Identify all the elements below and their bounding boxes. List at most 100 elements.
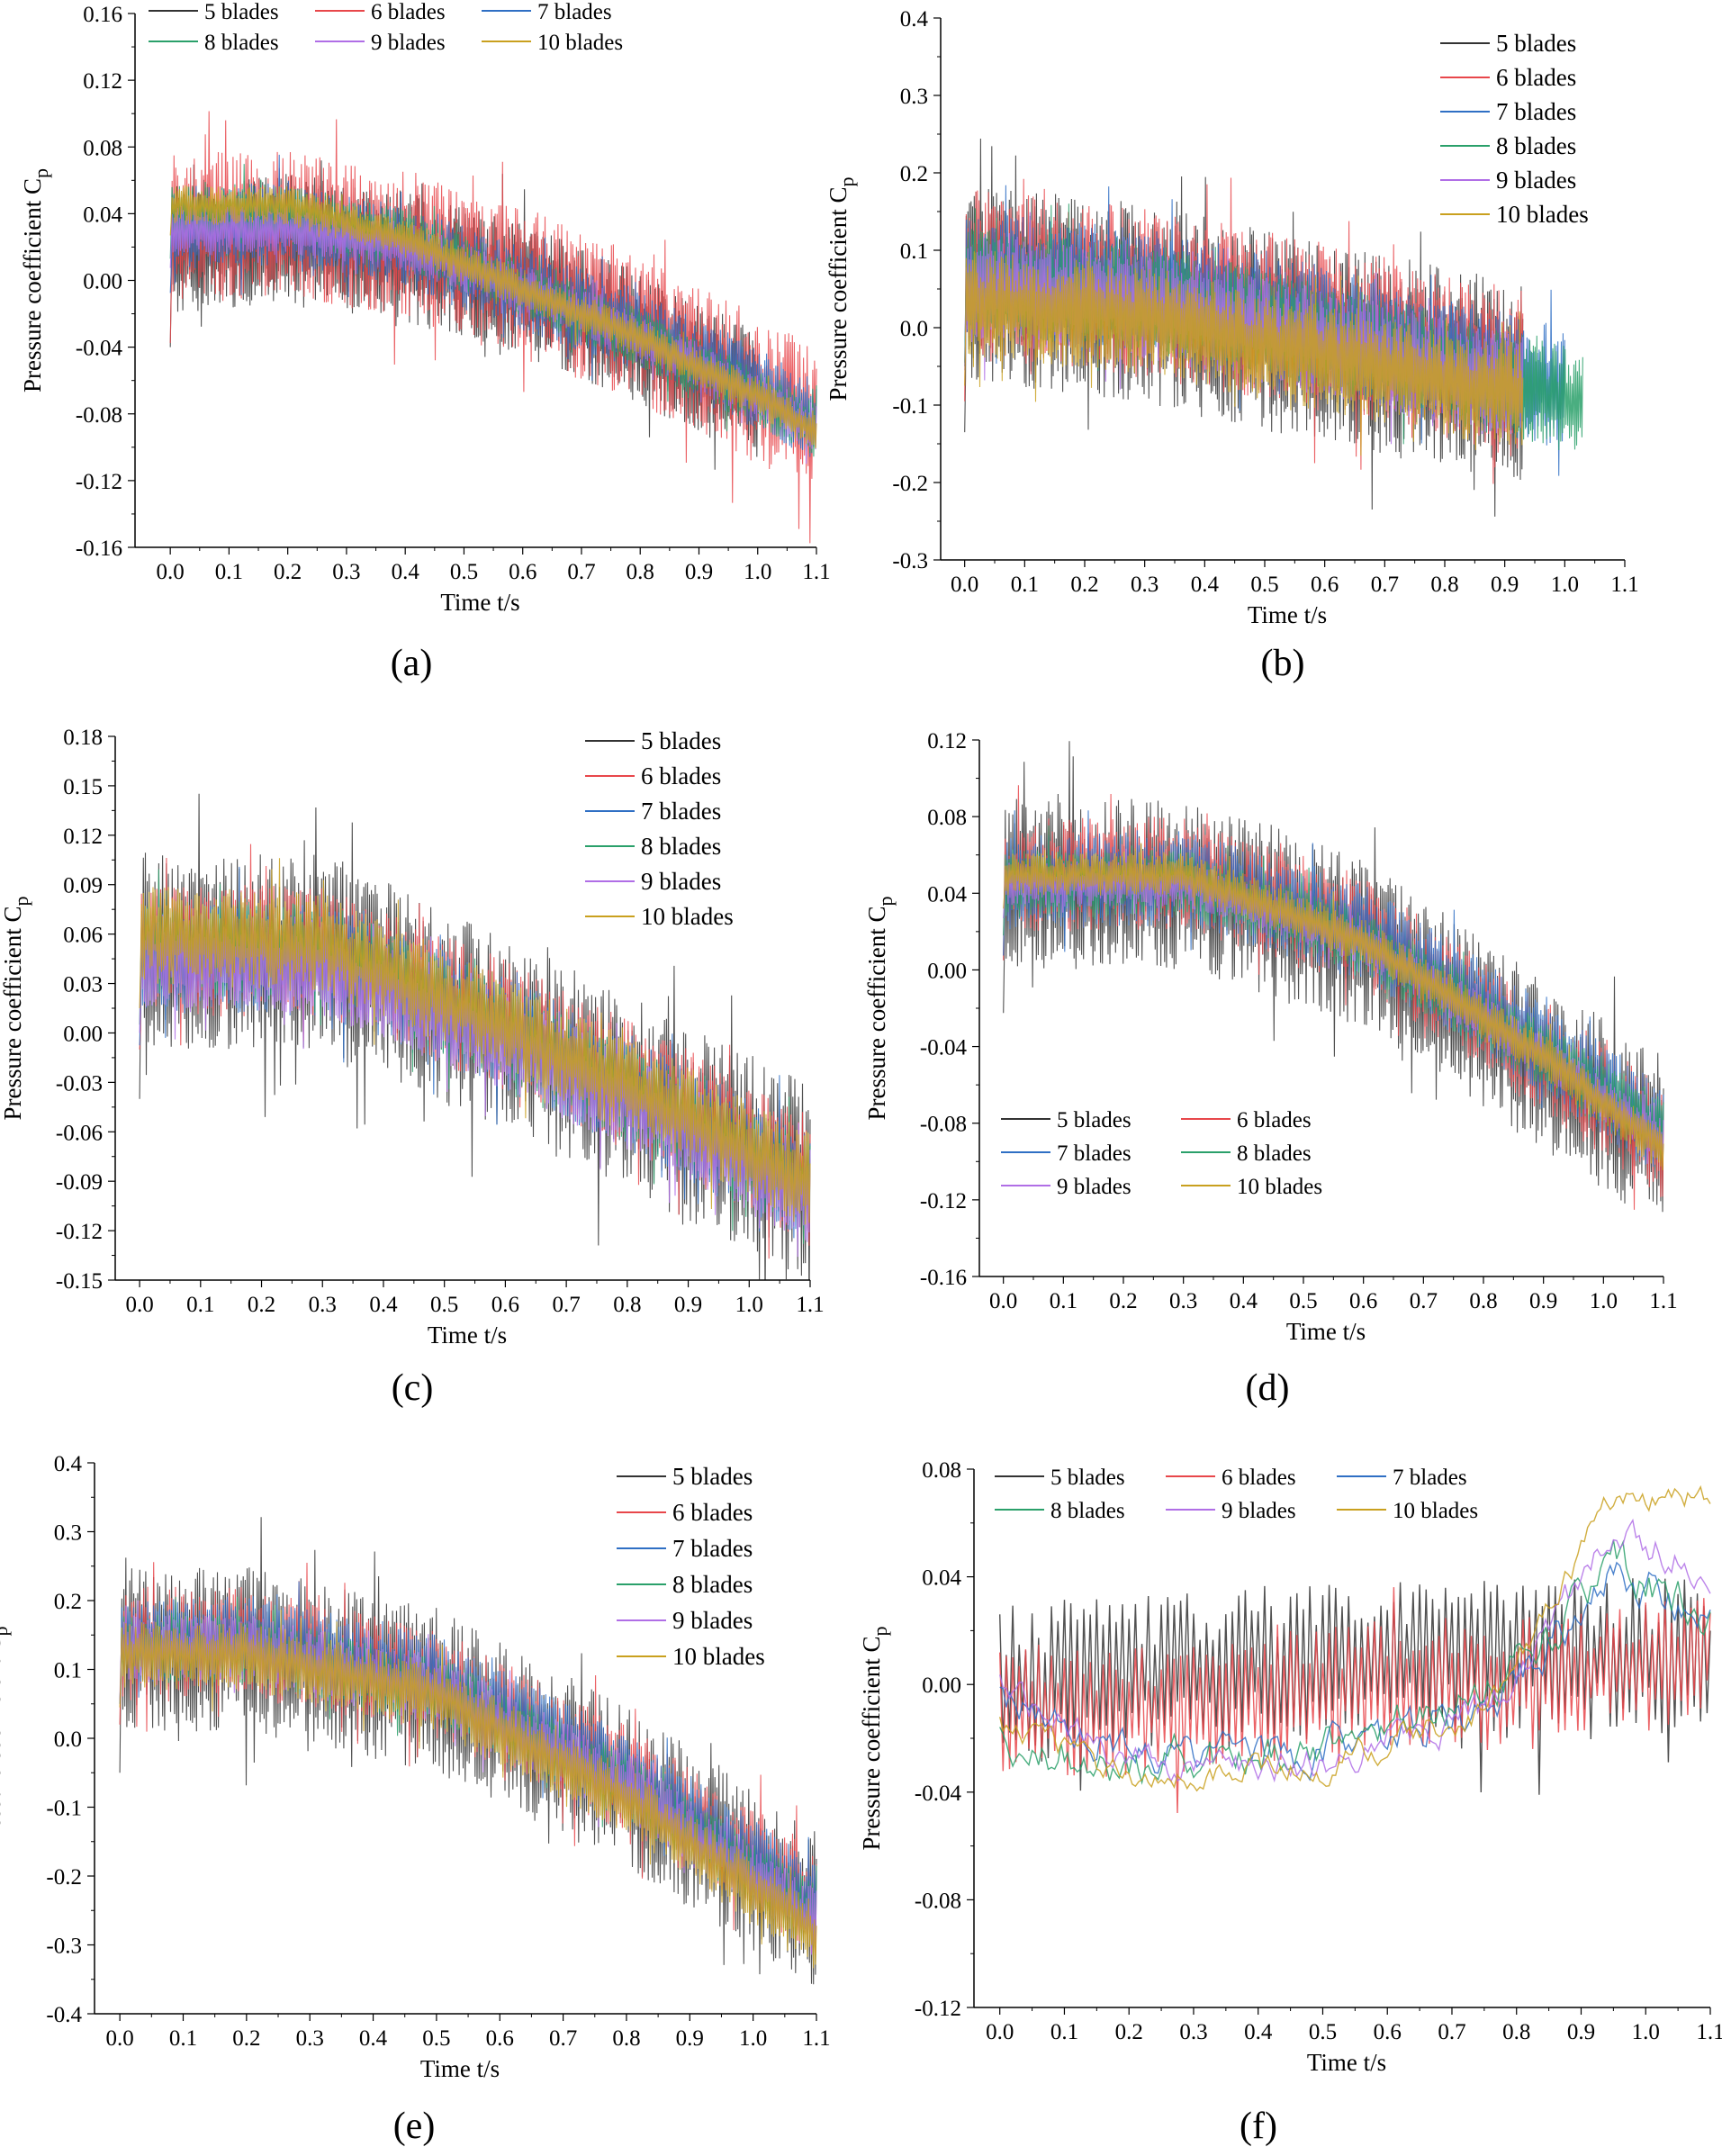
x-axis-label: Time t/s bbox=[1248, 601, 1327, 628]
x-tick-label: 0.7 bbox=[549, 2026, 577, 2051]
legend-label: 6 blades bbox=[371, 0, 446, 24]
y-tick-label: 0.16 bbox=[83, 3, 122, 27]
y-axis-label-sub: p bbox=[10, 897, 32, 907]
y-axis-label: Pressure coefficient Cp bbox=[858, 1627, 891, 1851]
x-tick-label: 0.0 bbox=[106, 2026, 134, 2051]
series-group bbox=[139, 793, 811, 1280]
x-tick-label: 0.2 bbox=[1109, 1289, 1137, 1313]
x-tick-label: 0.4 bbox=[1191, 573, 1220, 597]
x-tick-label: 0.8 bbox=[612, 2026, 640, 2051]
y-tick-label: 0.2 bbox=[54, 1590, 82, 1614]
y-tick-label: 0.4 bbox=[900, 7, 929, 32]
y-tick-label: 0.00 bbox=[83, 270, 122, 294]
y-tick-label: -0.3 bbox=[892, 549, 928, 573]
x-tick-label: 1.1 bbox=[802, 560, 830, 584]
x-tick-label: 0.3 bbox=[332, 560, 360, 584]
y-tick-label: -0.1 bbox=[892, 394, 928, 419]
legend-label: 7 blades bbox=[537, 0, 612, 24]
y-tick-label: -0.12 bbox=[56, 1220, 103, 1244]
x-tick-label: 0.5 bbox=[1309, 2020, 1337, 2044]
legend-label: 10 blades bbox=[641, 903, 734, 930]
y-axis-label-main: Pressure coefficient C bbox=[863, 907, 890, 1121]
y-tick-label: -0.04 bbox=[920, 1036, 968, 1060]
series-line-10-blades bbox=[139, 858, 811, 1225]
y-tick-label: 0.15 bbox=[63, 775, 103, 799]
series-line-10-blades bbox=[119, 1610, 817, 1969]
x-tick-label: 1.0 bbox=[739, 2026, 767, 2051]
y-tick-label: 0.1 bbox=[900, 239, 928, 264]
legend-label: 8 blades bbox=[204, 31, 279, 55]
legend-label: 5 blades bbox=[1050, 1466, 1125, 1490]
y-tick-label: 0.12 bbox=[83, 69, 122, 94]
y-tick-label: 0.0 bbox=[54, 1728, 82, 1752]
y-axis-label: Pressure coefficient Cp bbox=[19, 168, 52, 392]
y-tick-label: -0.03 bbox=[56, 1071, 103, 1096]
y-tick-label: 0.03 bbox=[63, 973, 103, 997]
legend: 5 blades 6 blades 7 blades 8 blades 9 blades… bbox=[1001, 1108, 1322, 1199]
x-tick-label: 0.3 bbox=[1131, 573, 1159, 597]
legend-label: 6 blades bbox=[1237, 1108, 1312, 1132]
legend-label: 9 blades bbox=[1057, 1175, 1131, 1199]
series-group bbox=[119, 1517, 817, 1985]
y-axis-label-sub: p bbox=[30, 168, 52, 178]
panel-caption: (f) bbox=[1240, 2106, 1277, 2147]
y-tick-label: 0.08 bbox=[83, 136, 122, 160]
panel-caption: (d) bbox=[1246, 1367, 1290, 1409]
x-tick-label: 0.9 bbox=[676, 2026, 704, 2051]
x-tick-label: 0.5 bbox=[430, 1293, 458, 1317]
legend-label: 7 blades bbox=[1496, 98, 1576, 125]
x-tick-label: 1.0 bbox=[735, 1293, 763, 1317]
x-tick-label: 0.8 bbox=[1469, 1289, 1497, 1313]
x-tick-label: 0.2 bbox=[1070, 573, 1098, 597]
x-tick-label: 0.1 bbox=[1011, 573, 1039, 597]
chart-b: 0.0 0.1 0.2 0.3 0.4 0.5 0.6 0.7 0.8 0.9 1.0 1.1 -0.3… bbox=[825, 7, 1639, 684]
x-tick-label: 0.6 bbox=[1374, 2020, 1402, 2044]
y-tick-label: -0.12 bbox=[915, 1997, 961, 2021]
y-tick-label: 0.0 bbox=[900, 317, 928, 341]
x-tick-label: 0.0 bbox=[157, 560, 185, 584]
y-tick-label: -0.04 bbox=[915, 1782, 962, 1806]
legend-label: 9 blades bbox=[1222, 1499, 1296, 1523]
x-tick-label: 1.1 bbox=[802, 2026, 830, 2051]
y-axis-label-sub: p bbox=[835, 177, 858, 187]
legend-label: 10 blades bbox=[1237, 1175, 1322, 1199]
chart-e: 0.0 0.1 0.2 0.3 0.4 0.5 0.6 0.7 0.8 0.9 1.0 1.1 -0.4… bbox=[0, 1452, 831, 2147]
y-axis-label: Pressure coefficient Cp bbox=[0, 1627, 12, 1851]
chart-c: 0.0 0.1 0.2 0.3 0.4 0.5 0.6 0.7 0.8 0.9 1.0 1.1 -0.1… bbox=[0, 726, 825, 1409]
legend-label: 8 blades bbox=[1496, 132, 1576, 159]
y-axis-label-main: Pressure coefficient C bbox=[0, 907, 26, 1121]
series-line-6-blades bbox=[999, 1587, 1711, 1814]
x-tick-label: 0.6 bbox=[1311, 573, 1339, 597]
x-tick-label: 0.1 bbox=[169, 2026, 197, 2051]
y-tick-label: 0.12 bbox=[927, 729, 967, 753]
legend-label: 9 blades bbox=[641, 868, 721, 895]
x-axis-label: Time t/s bbox=[440, 589, 519, 616]
series-line-10-blades bbox=[964, 246, 1524, 456]
x-tick-label: 0.4 bbox=[392, 560, 420, 584]
x-tick-label: 0.2 bbox=[248, 1293, 275, 1317]
x-tick-label: 0.3 bbox=[1169, 1289, 1197, 1313]
y-tick-label: 0.4 bbox=[54, 1452, 83, 1476]
x-tick-label: 0.3 bbox=[309, 1293, 337, 1317]
series-group bbox=[169, 111, 817, 544]
legend-label: 8 blades bbox=[672, 1571, 753, 1598]
x-axis-label: Time t/s bbox=[428, 1322, 507, 1349]
y-tick-label: 0.06 bbox=[63, 924, 103, 948]
y-tick-label: -0.2 bbox=[892, 472, 928, 496]
y-tick-label: -0.08 bbox=[76, 403, 122, 428]
x-tick-label: 0.6 bbox=[491, 1293, 519, 1317]
legend-label: 9 blades bbox=[1496, 167, 1576, 194]
legend-label: 9 blades bbox=[371, 31, 446, 55]
x-tick-label: 0.2 bbox=[232, 2026, 260, 2051]
series-group bbox=[1003, 741, 1664, 1213]
x-tick-label: 0.9 bbox=[685, 560, 713, 584]
legend: 5 blades 6 blades 7 blades 8 blades 9 blades… bbox=[149, 0, 623, 55]
legend-label: 8 blades bbox=[1050, 1499, 1125, 1523]
legend-label: 5 blades bbox=[204, 0, 279, 24]
panel-caption: (a) bbox=[391, 643, 433, 684]
legend-label: 6 blades bbox=[672, 1499, 753, 1526]
y-tick-label: 0.08 bbox=[927, 806, 967, 830]
y-tick-label: -0.1 bbox=[46, 1797, 82, 1821]
y-tick-label: -0.08 bbox=[915, 1889, 961, 1913]
y-axis-label: Pressure coefficient Cp bbox=[0, 897, 32, 1121]
